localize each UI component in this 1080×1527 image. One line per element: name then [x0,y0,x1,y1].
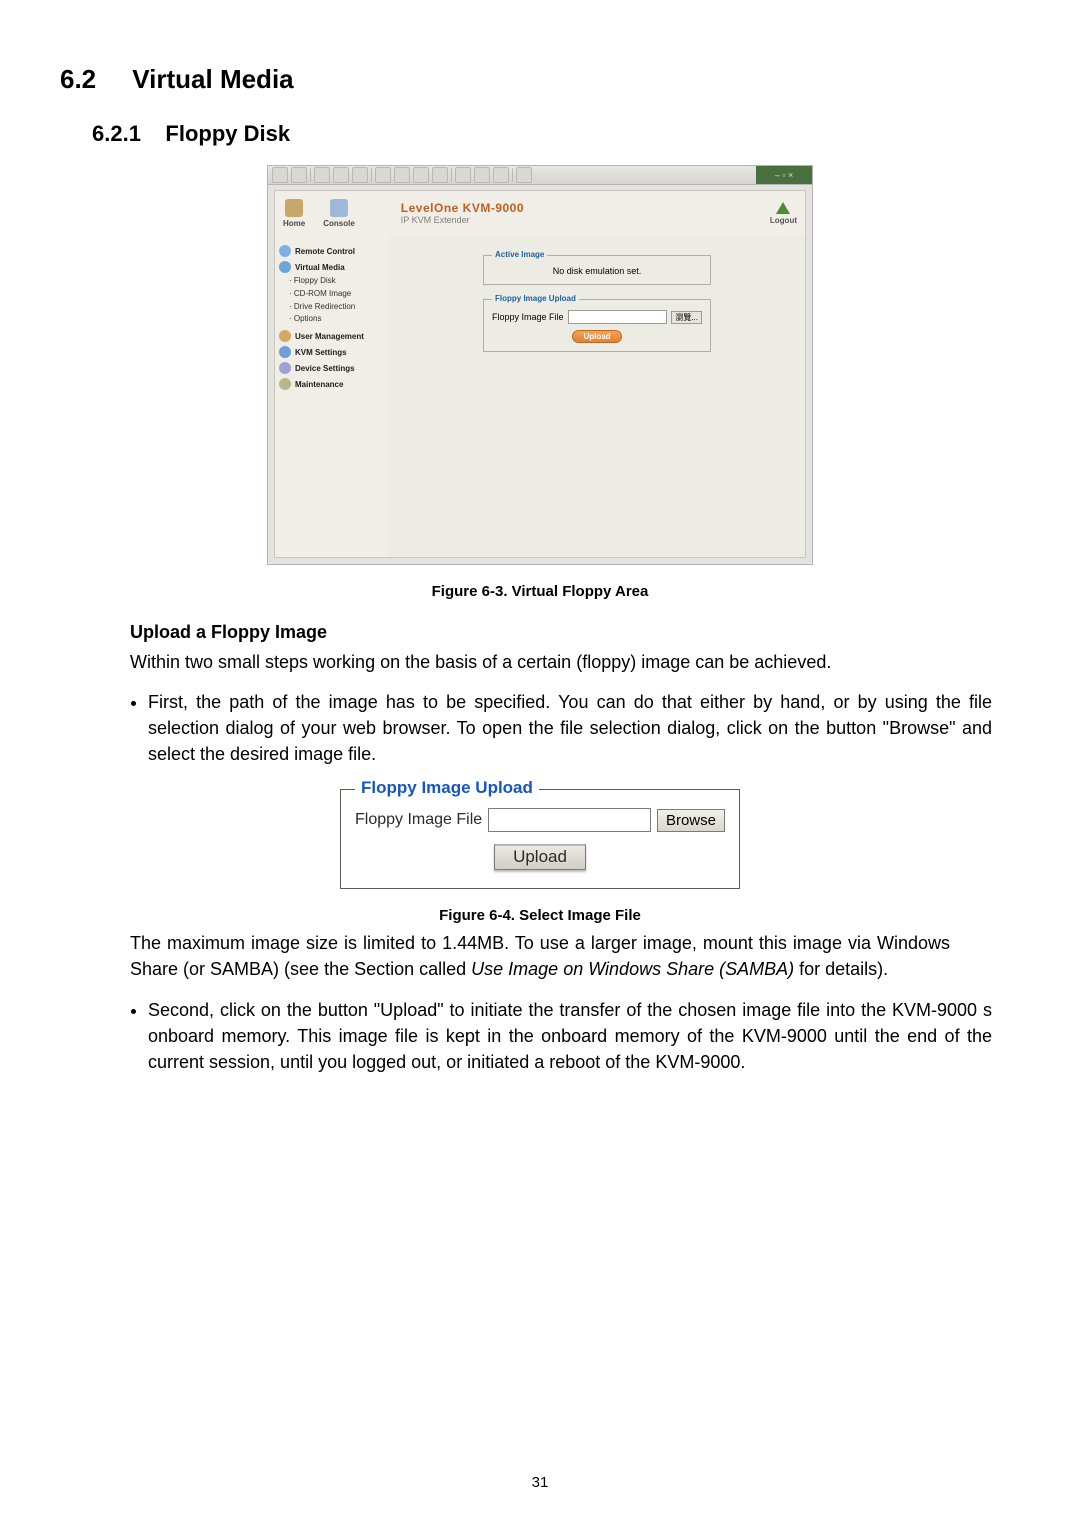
toolbar-separator [310,168,311,182]
window-controls[interactable]: – ▫ × [756,166,812,184]
console-label: Console [323,219,355,228]
maxsize-paragraph: The maximum image size is limited to 1.4… [130,930,950,982]
toolbar-icon [291,167,307,183]
sidebar-category-icon [279,362,291,374]
toolbar-icon [516,167,532,183]
floppy-upload-fieldset: Floppy Image Upload Floppy Image File 瀏覽… [483,299,711,352]
browse-button-big[interactable]: Browse [657,809,725,832]
home-icon [285,199,303,217]
active-image-legend: Active Image [492,250,547,259]
sidebar-item-label: Remote Control [295,247,355,256]
bullet-list-2: Second, click on the button "Upload" to … [130,997,992,1075]
kvm-admin-body: Home Console LevelOne KVM-9000 IP KVM Ex… [274,190,806,558]
figure-caption-6-3: Figure 6-3. Virtual Floppy Area [60,583,1020,600]
brand-title: LevelOne KVM-9000 [401,201,524,215]
maxsize-text-b: for details). [794,959,888,979]
browser-toolbar: – ▫ × [268,166,812,185]
intro-paragraph: Within two small steps working on the ba… [130,649,950,675]
sidebar-item-label: Virtual Media [295,263,345,272]
bullet-second: Second, click on the button "Upload" to … [148,997,992,1075]
upload-subheading: Upload a Floppy Image [130,622,1020,643]
subsection-title: Floppy Disk [165,121,290,146]
toolbar-icon [493,167,509,183]
kvm-main: Remote Control Virtual Media · Floppy Disk… [275,235,805,557]
toolbar-separator [371,168,372,182]
floppy-file-label: Floppy Image File [492,312,564,322]
logout-button[interactable]: Logout [770,202,797,225]
toolbar-icon [314,167,330,183]
floppy-upload-enlarged: Floppy Image Upload Floppy Image File Br… [340,789,740,889]
toolbar-icon [375,167,391,183]
active-image-fieldset: Active Image No disk emulation set. [483,255,711,285]
toolbar-icon [455,167,471,183]
toolbar-icon [432,167,448,183]
toolbar-icon [394,167,410,183]
logout-icon [776,202,790,214]
console-button[interactable]: Console [323,199,355,228]
brand-subtitle: IP KVM Extender [401,215,470,225]
document-page: 6.2 Virtual Media 6.2.1 Floppy Disk [0,0,1080,1527]
kvm-brand: LevelOne KVM-9000 IP KVM Extender [401,201,524,225]
sidebar-subitem[interactable]: · Floppy Disk [289,275,385,288]
browse-button[interactable]: 瀏覽... [671,311,702,324]
sidebar-item[interactable]: Maintenance [279,378,385,390]
kvm-sidebar: Remote Control Virtual Media · Floppy Disk… [275,235,389,557]
sidebar-category-icon [279,245,291,257]
floppy-file-input[interactable] [568,310,668,324]
sidebar-category-icon [279,330,291,342]
toolbar-separator [512,168,513,182]
upload-button-big[interactable]: Upload [494,844,586,870]
floppy-upload-legend-big: Floppy Image Upload [355,778,539,798]
sidebar-item[interactable]: User Management [279,330,385,342]
sidebar-subitem[interactable]: · Drive Redirection [289,301,385,314]
screenshot-kvm-admin: – ▫ × Home Console LevelOne KVM-9000 IP … [267,165,813,565]
floppy-upload-legend: Floppy Image Upload [492,294,579,303]
page-number: 31 [0,1474,1080,1491]
figure-caption-6-4: Figure 6-4. Select Image File [60,907,1020,924]
sidebar-subitem[interactable]: · CD-ROM Image [289,288,385,301]
floppy-file-label-big: Floppy Image File [355,811,482,829]
sidebar-item-label: Maintenance [295,380,343,389]
subsection-heading: 6.2.1 Floppy Disk [92,121,1020,147]
toolbar-icon [352,167,368,183]
sidebar-subitem[interactable]: · Options [289,313,385,326]
maxsize-italic: Use Image on Windows Share (SAMBA) [471,959,794,979]
logout-label: Logout [770,216,797,225]
home-button[interactable]: Home [283,199,305,228]
bullet-first: First, the path of the image has to be s… [148,689,992,767]
kvm-content: Active Image No disk emulation set. Flop… [389,235,805,557]
sidebar-item[interactable]: KVM Settings [279,346,385,358]
sidebar-item[interactable]: Device Settings [279,362,385,374]
toolbar-separator [451,168,452,182]
sidebar-item[interactable]: Virtual Media [279,261,385,273]
home-label: Home [283,219,305,228]
toolbar-icon [272,167,288,183]
sidebar-category-icon [279,261,291,273]
bullet-list: First, the path of the image has to be s… [130,689,992,767]
kvm-header: Home Console LevelOne KVM-9000 IP KVM Ex… [275,191,805,236]
active-image-text: No disk emulation set. [553,266,642,276]
section-number: 6.2 [60,64,96,94]
console-icon [330,199,348,217]
toolbar-icon [333,167,349,183]
section-heading: 6.2 Virtual Media [60,64,1020,95]
sidebar-item[interactable]: Remote Control [279,245,385,257]
section-title: Virtual Media [132,64,293,94]
sidebar-category-icon [279,378,291,390]
sidebar-item-label: Device Settings [295,364,355,373]
upload-button[interactable]: Upload [572,330,621,343]
sidebar-item-label: User Management [295,332,364,341]
floppy-file-input-big[interactable] [488,808,651,832]
toolbar-icon [474,167,490,183]
toolbar-icon [413,167,429,183]
sidebar-item-label: KVM Settings [295,348,347,357]
sidebar-category-icon [279,346,291,358]
subsection-number: 6.2.1 [92,121,141,146]
